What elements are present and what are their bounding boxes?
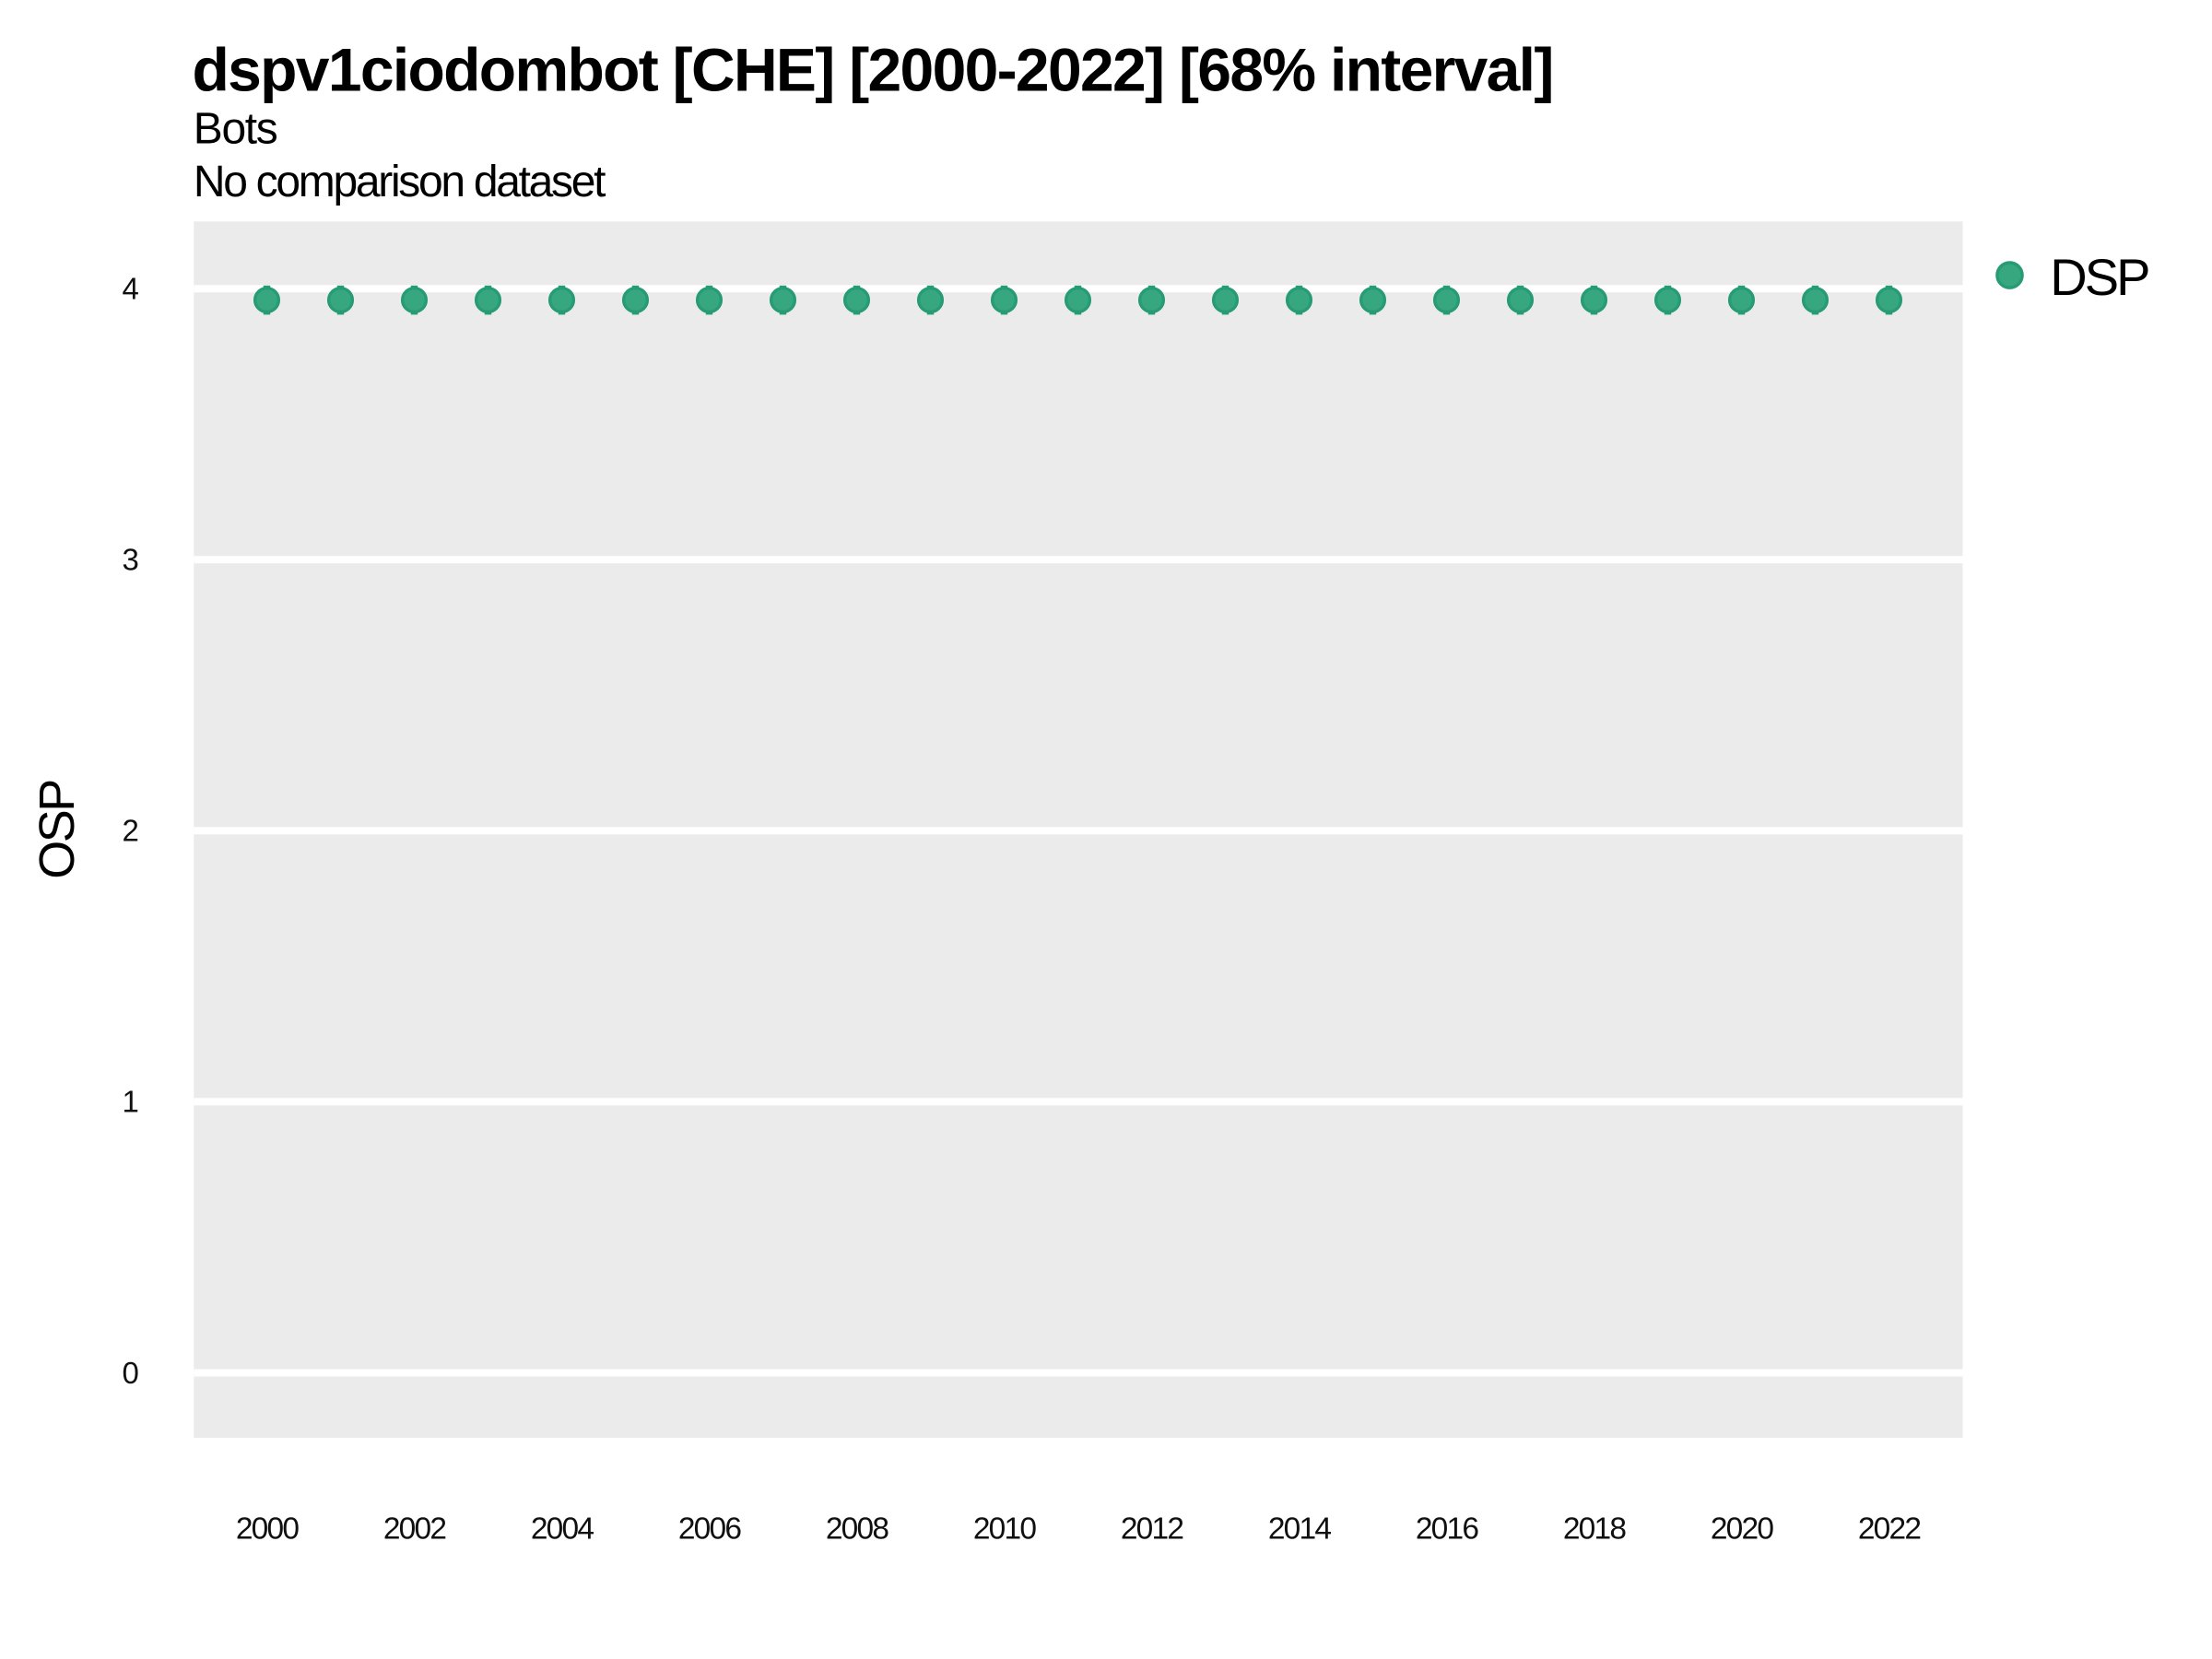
svg-text:2022: 2022 (1858, 1512, 1920, 1546)
svg-text:2008: 2008 (826, 1512, 888, 1546)
svg-text:2000: 2000 (236, 1512, 299, 1546)
svg-text:0: 0 (122, 1356, 138, 1390)
svg-text:2002: 2002 (383, 1512, 445, 1546)
svg-text:OSP: OSP (29, 781, 85, 879)
svg-text:2006: 2006 (678, 1512, 741, 1546)
svg-text:2018: 2018 (1563, 1512, 1626, 1546)
svg-text:2014: 2014 (1268, 1512, 1331, 1546)
svg-text:2020: 2020 (1711, 1512, 1773, 1546)
svg-text:2010: 2010 (973, 1512, 1036, 1546)
svg-text:1: 1 (122, 1085, 138, 1119)
svg-text:No comparison dataset: No comparison dataset (194, 158, 606, 206)
svg-text:Bots: Bots (194, 105, 277, 154)
svg-text:2016: 2016 (1416, 1512, 1478, 1546)
svg-text:2004: 2004 (531, 1512, 594, 1546)
svg-text:4: 4 (122, 272, 138, 306)
svg-text:DSP: DSP (2050, 248, 2148, 306)
svg-text:2012: 2012 (1121, 1512, 1182, 1546)
svg-text:2: 2 (122, 814, 138, 848)
svg-text:dspv1ciodombot [CHE] [2000-202: dspv1ciodombot [CHE] [2000-2022] [68% in… (193, 36, 1553, 104)
svg-text:3: 3 (122, 543, 138, 577)
